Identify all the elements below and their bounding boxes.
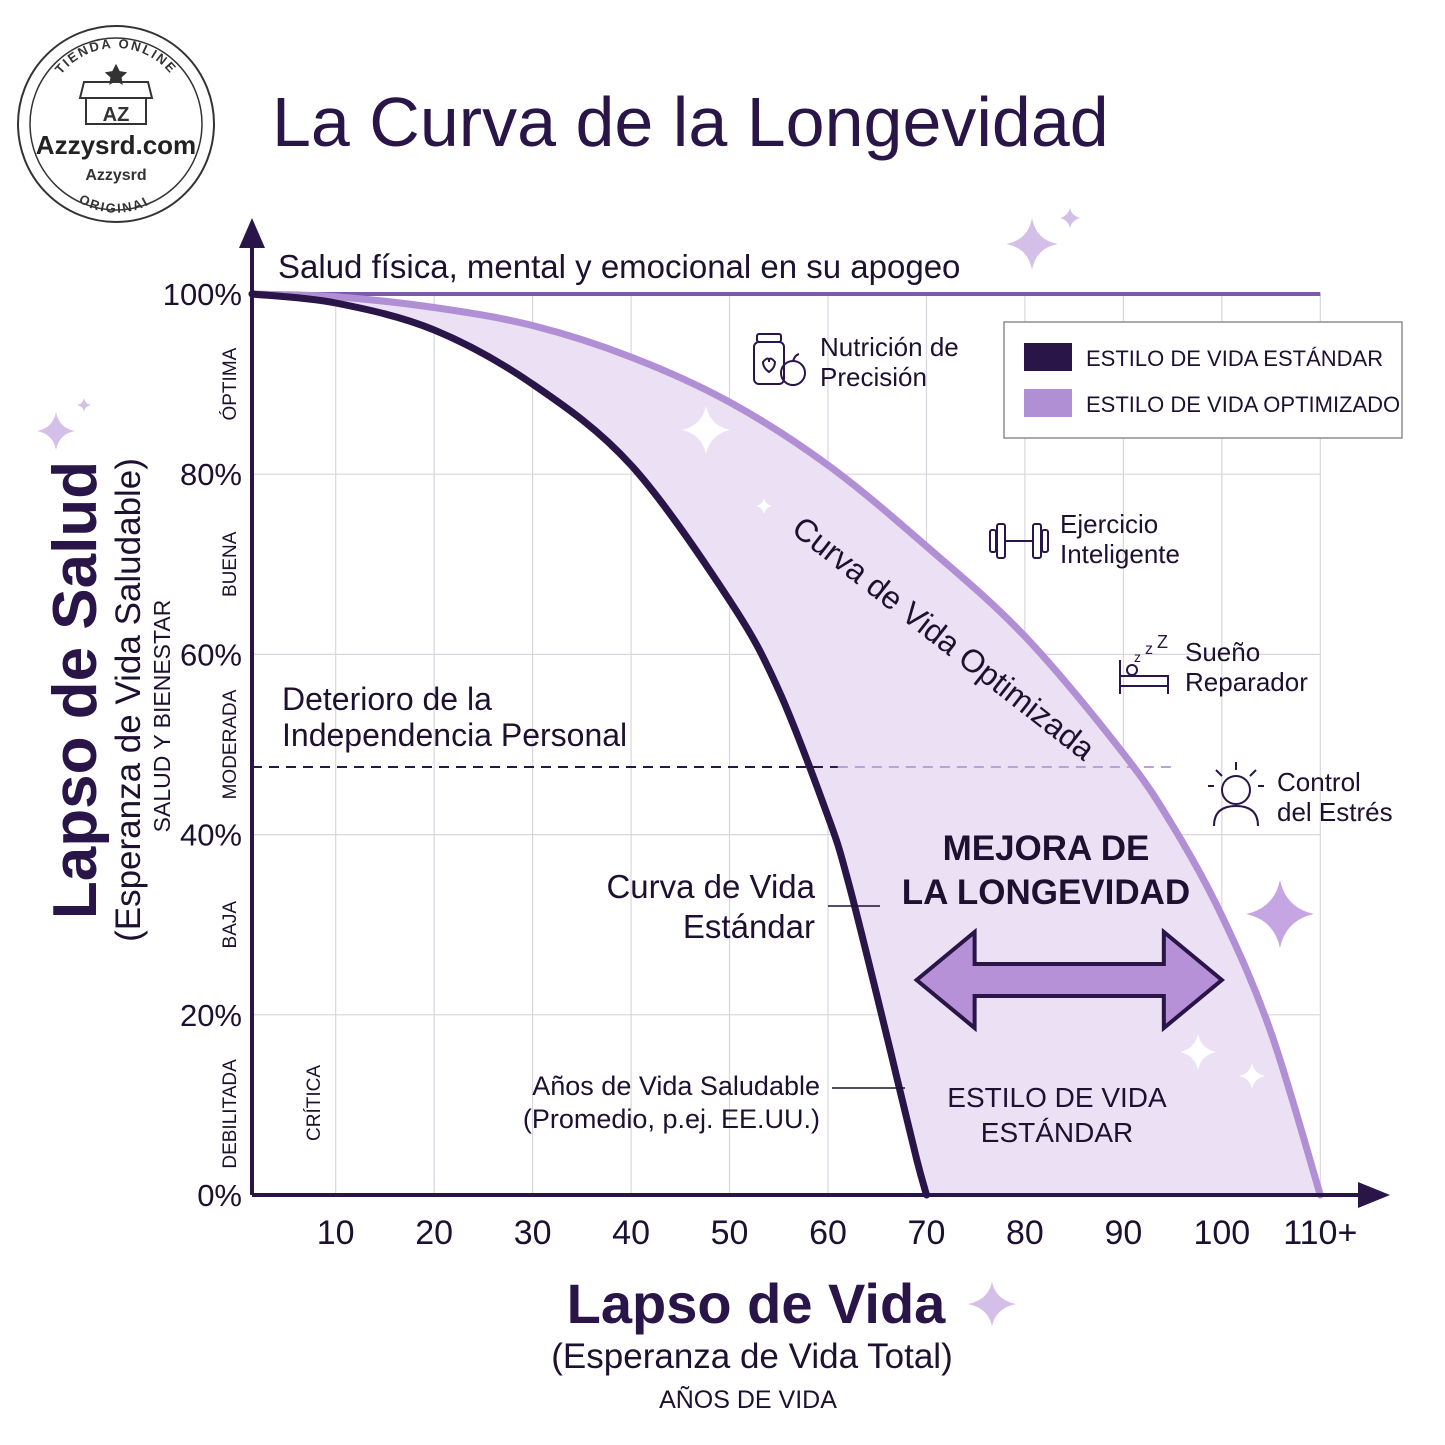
brand-logo: TIENDA ONLINE ORIGINAL AZ Azzysrd.com Az…: [17, 25, 215, 223]
improvement-double-arrow: [913, 927, 1225, 1033]
x-tick-label: 10: [317, 1214, 355, 1252]
y-tick-label: 40%: [180, 818, 242, 853]
factor-nutrition-line2: Precisión: [820, 362, 927, 392]
legend-label-optimized: ESTILO DE VIDA OPTIMIZADO: [1086, 392, 1400, 417]
x-tick-label: 100: [1193, 1214, 1250, 1252]
x-tick-label: 50: [711, 1214, 749, 1252]
health-level-label: ÓPTIMA: [219, 347, 241, 420]
x-axis-title: Lapso de Vida: [567, 1272, 946, 1335]
factor-nutrition: Nutrición de Precisión: [753, 332, 959, 392]
x-tick-label: 90: [1104, 1214, 1142, 1252]
sparkle-icon: [1239, 1063, 1265, 1089]
healthy-years-label-2: (Promedio, p.ej. EE.UU.): [523, 1104, 820, 1134]
legend: ESTILO DE VIDA ESTÁNDAR ESTILO DE VIDA O…: [1003, 321, 1403, 439]
legend-swatch-optimized: [1024, 389, 1072, 417]
sparkle-icon: [1006, 218, 1058, 270]
x-axis-subtitle: (Esperanza de Vida Total): [551, 1337, 952, 1376]
sparkle-icon: [682, 406, 730, 454]
x-tick-label: 40: [612, 1214, 650, 1252]
sparkle-icon: [756, 498, 772, 514]
x-tick-label: 80: [1006, 1214, 1044, 1252]
healthy-years-label-1: Años de Vida Saludable: [532, 1071, 820, 1101]
area-label-1: ESTILO DE VIDA: [947, 1082, 1167, 1113]
factor-sleep: z z Z Sueño Reparador: [1119, 632, 1308, 697]
sleep-bed-icon: z z Z: [1119, 632, 1169, 694]
health-level-label: DEBILITADA: [220, 1059, 241, 1169]
factor-exercise-line2: Inteligente: [1060, 539, 1180, 569]
critica-label: CRÍTICA: [304, 1065, 325, 1141]
y-axis-subtitle: (Esperanza de Vida Saludable): [109, 458, 148, 942]
legend-swatch-standard: [1024, 343, 1072, 371]
standard-lifestyle-curve: [248, 290, 930, 1199]
sparkle-icon: [77, 398, 91, 412]
sparkle-icon: [1180, 1034, 1216, 1070]
jar-apple-icon: [753, 333, 806, 386]
x-tick-label: 60: [809, 1214, 847, 1252]
dumbbell-icon: [989, 523, 1049, 559]
x-axis-small-label: AÑOS DE VIDA: [659, 1385, 837, 1414]
factor-sleep-line1: Sueño: [1185, 637, 1260, 667]
sparkle-icon: [1060, 208, 1080, 228]
sparkle-icon: [1246, 880, 1314, 948]
x-tick-label: 20: [415, 1214, 453, 1252]
x-tick-label: 110+: [1283, 1214, 1357, 1252]
legend-label-standard: ESTILO DE VIDA ESTÁNDAR: [1086, 346, 1383, 371]
svg-text:Z: Z: [1157, 632, 1168, 652]
x-axis-arrowhead: [1358, 1182, 1390, 1208]
optimized-lifestyle-curve: [248, 290, 1324, 1199]
health-level-label: BUENA: [220, 531, 241, 597]
area-label-2: ESTÁNDAR: [981, 1117, 1133, 1148]
x-tick-label: 70: [908, 1214, 946, 1252]
chart-title: La Curva de la Longevidad: [272, 83, 1109, 161]
health-level-label: MODERADA: [220, 689, 241, 799]
factor-exercise-line1: Ejercicio: [1060, 509, 1158, 539]
health-level-label: BAJA: [220, 901, 241, 949]
x-tick-label: 30: [514, 1214, 552, 1252]
y-tick-label: 80%: [180, 457, 242, 492]
y-tick-label: 60%: [180, 637, 242, 672]
sparkle-decorations: [37, 208, 1314, 1326]
threshold-label-1: Deterioro de la: [282, 681, 492, 717]
factor-stress: Control del Estrés: [1208, 762, 1393, 827]
y-axis-title: Lapso de Salud: [41, 461, 110, 919]
threshold-label-2: Independencia Personal: [282, 717, 627, 753]
svg-text:z: z: [1134, 649, 1141, 665]
factor-sleep-line2: Reparador: [1185, 667, 1308, 697]
sparkle-icon: [968, 1282, 1016, 1326]
standard-curve-label-2: Estándar: [683, 908, 815, 945]
y-axis-small-label: SALUD Y BIENESTAR: [149, 600, 175, 833]
logo-monogram: AZ: [103, 104, 130, 126]
factor-nutrition-line1: Nutrición de: [820, 332, 959, 362]
logo-name: Azzysrd.com: [36, 130, 196, 160]
standard-curve-label-1: Curva de Vida: [606, 868, 815, 905]
svg-text:z: z: [1145, 641, 1153, 658]
y-axis-arrowhead: [239, 218, 265, 248]
top-health-label: Salud física, mental y emocional en su a…: [278, 248, 960, 285]
improvement-label-2: LA LONGEVIDAD: [902, 873, 1190, 912]
sparkle-icon: [37, 412, 75, 450]
stress-head-icon: [1208, 762, 1264, 827]
storefront-icon: [78, 63, 154, 125]
improvement-label-1: MEJORA DE: [943, 829, 1150, 868]
factor-exercise: Ejercicio Inteligente: [989, 509, 1180, 569]
y-tick-label: 100%: [163, 277, 242, 312]
factor-stress-line1: Control: [1277, 767, 1361, 797]
y-tick-label: 20%: [180, 998, 242, 1033]
logo-sub: Azzysrd: [85, 167, 146, 184]
factor-stress-line2: del Estrés: [1277, 797, 1393, 827]
y-tick-label: 0%: [197, 1178, 242, 1213]
